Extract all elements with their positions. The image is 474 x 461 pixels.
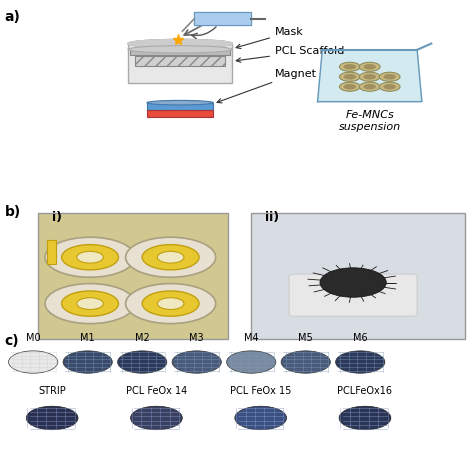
Circle shape (344, 84, 356, 89)
Circle shape (142, 245, 199, 270)
Ellipse shape (128, 40, 232, 48)
Text: STRIP: STRIP (38, 386, 66, 396)
Circle shape (45, 284, 135, 324)
Polygon shape (318, 50, 422, 101)
Circle shape (383, 84, 396, 89)
Text: PCL Scaffold: PCL Scaffold (236, 46, 344, 62)
Circle shape (339, 62, 360, 71)
Text: M5: M5 (298, 333, 313, 343)
Text: Mask: Mask (236, 27, 304, 48)
Ellipse shape (147, 100, 213, 105)
Circle shape (63, 351, 112, 373)
Circle shape (172, 351, 221, 373)
FancyBboxPatch shape (128, 44, 232, 83)
Circle shape (379, 82, 400, 91)
Circle shape (344, 64, 356, 70)
Circle shape (359, 62, 380, 71)
Circle shape (339, 82, 360, 91)
Text: b): b) (5, 205, 21, 219)
Circle shape (157, 298, 184, 309)
Text: a): a) (5, 11, 20, 24)
Polygon shape (194, 12, 251, 25)
Circle shape (62, 291, 118, 316)
Text: PCL FeOx 15: PCL FeOx 15 (230, 386, 292, 396)
Text: M2: M2 (135, 333, 150, 343)
Circle shape (126, 237, 216, 277)
Text: M1: M1 (81, 333, 95, 343)
Circle shape (227, 351, 276, 373)
Text: M6: M6 (353, 333, 367, 343)
Circle shape (62, 245, 118, 270)
Text: M3: M3 (190, 333, 204, 343)
Circle shape (26, 406, 78, 430)
FancyBboxPatch shape (251, 213, 465, 339)
Circle shape (9, 351, 58, 373)
Circle shape (126, 284, 216, 324)
Ellipse shape (128, 40, 232, 48)
Circle shape (235, 406, 287, 430)
FancyBboxPatch shape (47, 240, 56, 264)
Circle shape (359, 72, 380, 81)
Text: Magnet: Magnet (217, 69, 317, 103)
Circle shape (45, 237, 135, 277)
FancyBboxPatch shape (147, 103, 213, 110)
Circle shape (344, 74, 356, 79)
Circle shape (77, 298, 103, 309)
FancyBboxPatch shape (289, 274, 417, 316)
FancyBboxPatch shape (135, 56, 225, 66)
Circle shape (336, 351, 385, 373)
FancyBboxPatch shape (147, 110, 213, 117)
Circle shape (77, 251, 103, 263)
Circle shape (383, 74, 396, 79)
Text: PCLFeOx16: PCLFeOx16 (337, 386, 392, 396)
Circle shape (281, 351, 330, 373)
FancyBboxPatch shape (130, 50, 230, 55)
Ellipse shape (128, 46, 232, 53)
Circle shape (379, 72, 400, 81)
Circle shape (364, 74, 376, 79)
Circle shape (130, 406, 182, 430)
Circle shape (320, 268, 386, 297)
Circle shape (364, 64, 376, 70)
Circle shape (359, 82, 380, 91)
Circle shape (364, 84, 376, 89)
Text: c): c) (5, 334, 19, 348)
FancyBboxPatch shape (38, 213, 228, 339)
Text: Fe-MNCs
suspension: Fe-MNCs suspension (338, 110, 401, 131)
Circle shape (118, 351, 167, 373)
Circle shape (339, 72, 360, 81)
Text: M4: M4 (244, 333, 258, 343)
Circle shape (157, 251, 184, 263)
Text: M0: M0 (26, 333, 40, 343)
Text: ii): ii) (265, 212, 280, 225)
Circle shape (142, 291, 199, 316)
Text: i): i) (52, 212, 62, 225)
Text: PCL FeOx 14: PCL FeOx 14 (126, 386, 187, 396)
Circle shape (339, 406, 391, 430)
